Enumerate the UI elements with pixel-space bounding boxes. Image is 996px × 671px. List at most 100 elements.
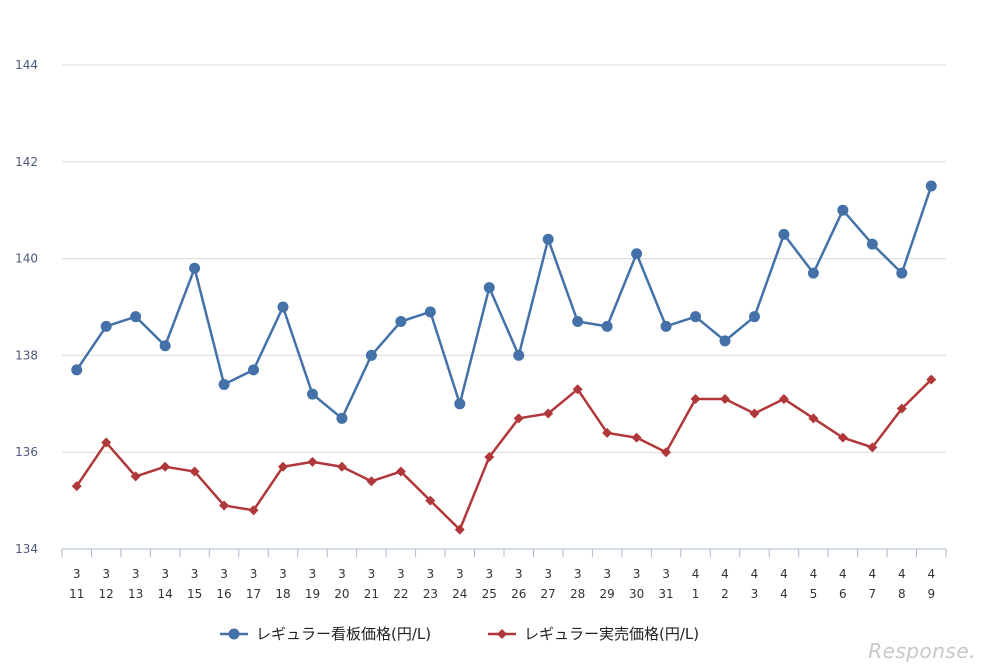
x-tick-day: 24 bbox=[452, 587, 467, 601]
data-point bbox=[336, 412, 348, 424]
x-tick-day: 26 bbox=[511, 587, 526, 601]
legend-marker bbox=[497, 629, 507, 639]
data-point bbox=[778, 393, 789, 404]
data-point bbox=[631, 432, 642, 443]
x-tick-day: 30 bbox=[629, 587, 644, 601]
x-tick-month: 3 bbox=[397, 567, 405, 581]
data-point bbox=[307, 456, 318, 467]
data-point bbox=[896, 267, 908, 279]
y-tick-label: 140 bbox=[15, 252, 38, 266]
data-point bbox=[395, 466, 406, 477]
data-point bbox=[101, 437, 112, 448]
data-point bbox=[365, 349, 377, 361]
data-point bbox=[720, 393, 730, 404]
data-point bbox=[572, 384, 583, 395]
data-point bbox=[248, 364, 260, 376]
data-point bbox=[690, 393, 701, 404]
x-tick-month: 3 bbox=[279, 567, 287, 581]
y-tick-label: 144 bbox=[15, 58, 38, 72]
data-point bbox=[866, 238, 878, 250]
x-tick-day: 13 bbox=[128, 587, 143, 601]
data-point bbox=[160, 461, 171, 472]
data-point bbox=[808, 413, 819, 424]
x-tick-month: 3 bbox=[633, 567, 641, 581]
data-point bbox=[425, 495, 436, 506]
data-point bbox=[631, 248, 643, 260]
legend-label: レギュラー看板価格(円/L) bbox=[256, 625, 431, 643]
legend: レギュラー看板価格(円/L) レギュラー実売価格(円/L) bbox=[220, 625, 699, 643]
x-tick-day: 3 bbox=[751, 587, 759, 601]
data-point bbox=[837, 204, 849, 216]
data-point bbox=[71, 481, 82, 492]
x-tick-day: 2 bbox=[721, 587, 729, 601]
data-point bbox=[189, 262, 201, 274]
data-point bbox=[248, 505, 259, 516]
x-tick-month: 3 bbox=[544, 567, 552, 581]
data-point bbox=[513, 413, 524, 424]
x-tick-day: 22 bbox=[393, 587, 408, 601]
y-tick-label: 142 bbox=[15, 155, 38, 169]
x-tick-day: 31 bbox=[658, 587, 673, 601]
series-2 bbox=[71, 374, 937, 535]
x-tick-month: 3 bbox=[456, 567, 464, 581]
x-tick-month: 4 bbox=[751, 567, 759, 581]
data-point bbox=[719, 335, 731, 347]
data-point bbox=[925, 180, 937, 192]
data-point bbox=[100, 320, 112, 332]
x-axis: 3113123133143153163173183193203213223233… bbox=[61, 548, 947, 601]
x-tick-day: 19 bbox=[305, 587, 320, 601]
x-tick-day: 4 bbox=[780, 587, 788, 601]
x-tick-month: 3 bbox=[368, 567, 376, 581]
data-point bbox=[778, 228, 790, 240]
data-point bbox=[690, 311, 702, 323]
data-point bbox=[867, 442, 878, 453]
data-point bbox=[748, 311, 760, 323]
data-point bbox=[278, 461, 288, 472]
x-tick-day: 16 bbox=[216, 587, 231, 601]
y-tick-label: 136 bbox=[15, 445, 38, 459]
grid-lines bbox=[62, 64, 946, 453]
y-tick-label: 134 bbox=[15, 542, 38, 556]
x-tick-month: 4 bbox=[839, 567, 847, 581]
x-tick-day: 25 bbox=[482, 587, 497, 601]
x-tick-day: 12 bbox=[99, 587, 114, 601]
watermark-logo: Response. bbox=[868, 639, 976, 663]
x-tick-day: 29 bbox=[599, 587, 614, 601]
data-point bbox=[219, 500, 230, 511]
data-point bbox=[483, 282, 495, 294]
x-tick-day: 27 bbox=[541, 587, 556, 601]
data-point bbox=[189, 466, 200, 477]
data-point bbox=[218, 378, 230, 390]
data-point bbox=[159, 340, 171, 352]
legend-item-1: レギュラー看板価格(円/L) bbox=[220, 625, 431, 643]
x-tick-month: 4 bbox=[721, 567, 729, 581]
x-tick-month: 3 bbox=[515, 567, 523, 581]
data-point bbox=[601, 320, 613, 332]
x-tick-month: 4 bbox=[927, 567, 935, 581]
data-point bbox=[130, 471, 141, 482]
data-point bbox=[71, 364, 83, 376]
x-tick-day: 23 bbox=[423, 587, 438, 601]
data-point bbox=[572, 316, 584, 328]
data-point bbox=[807, 267, 819, 279]
x-tick-month: 3 bbox=[309, 567, 317, 581]
data-point bbox=[395, 316, 407, 328]
x-tick-month: 3 bbox=[603, 567, 611, 581]
x-tick-month: 4 bbox=[869, 567, 877, 581]
data-point bbox=[424, 306, 436, 318]
x-tick-day: 9 bbox=[927, 587, 935, 601]
series-1 bbox=[71, 180, 937, 424]
data-point bbox=[306, 388, 318, 400]
data-point bbox=[277, 301, 289, 313]
data-point bbox=[513, 349, 525, 361]
data-point bbox=[366, 476, 377, 487]
x-tick-month: 4 bbox=[780, 567, 788, 581]
data-point bbox=[896, 403, 907, 414]
x-tick-month: 3 bbox=[662, 567, 670, 581]
x-tick-day: 20 bbox=[334, 587, 349, 601]
series-line bbox=[75, 185, 933, 420]
legend-marker bbox=[228, 628, 240, 640]
data-point bbox=[454, 524, 465, 535]
x-tick-month: 3 bbox=[73, 567, 81, 581]
